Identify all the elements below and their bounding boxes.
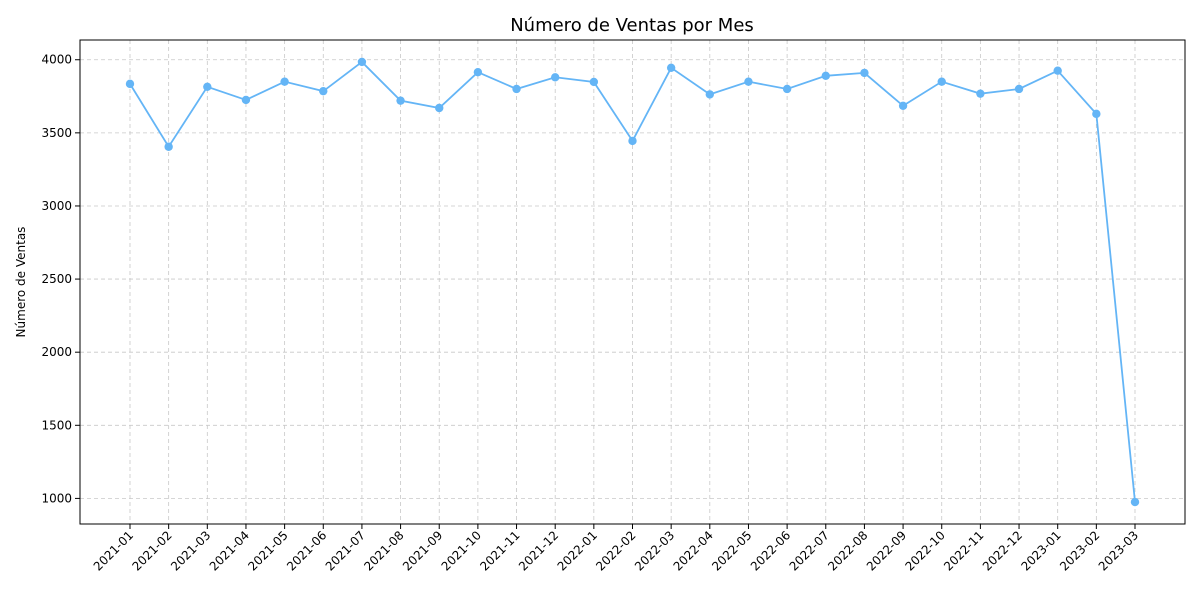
grid-layer xyxy=(80,40,1185,524)
x-tick-label: 2021-11 xyxy=(477,528,522,573)
x-tick-label: 2023-01 xyxy=(1018,528,1063,573)
data-point xyxy=(1053,66,1062,75)
y-tick-label: 1000 xyxy=(41,491,72,505)
data-point xyxy=(512,84,521,94)
data-point xyxy=(666,63,676,72)
x-tick-label: 2021-03 xyxy=(168,528,213,573)
x-tick-label: 2021-04 xyxy=(207,528,252,573)
x-tick-label: 2022-01 xyxy=(555,528,600,573)
x-tick-label: 2023-03 xyxy=(1096,528,1141,573)
x-tick-label: 2021-08 xyxy=(361,528,406,573)
chart-title: Número de Ventas por Mes xyxy=(510,15,754,36)
y-axis-label: Número de Ventas xyxy=(14,227,28,338)
data-point xyxy=(241,95,251,105)
x-axis-ticks: 2021-012021-022021-032021-042021-052021-… xyxy=(91,524,1141,574)
data-point xyxy=(589,77,599,87)
data-point xyxy=(473,67,483,77)
data-point xyxy=(821,71,830,81)
y-tick-label: 2500 xyxy=(41,272,72,286)
y-axis-ticks: 1000 1500 2000 2500 3000 3500 4000 xyxy=(41,53,80,505)
data-point xyxy=(550,73,560,82)
x-tick-label: 2022-03 xyxy=(632,528,677,573)
data-point-layer xyxy=(125,57,1140,507)
x-tick-label: 2021-10 xyxy=(439,528,484,573)
data-point xyxy=(1092,109,1101,119)
data-point xyxy=(357,57,367,67)
data-point xyxy=(628,136,637,146)
data-point xyxy=(705,90,715,99)
x-tick-label: 2022-11 xyxy=(941,528,986,573)
data-point xyxy=(280,77,289,86)
x-tick-label: 2022-09 xyxy=(864,528,909,573)
x-tick-label: 2021-12 xyxy=(516,528,561,573)
y-tick-label: 1500 xyxy=(41,418,72,432)
y-tick-label: 3500 xyxy=(41,126,72,140)
data-point xyxy=(319,86,328,96)
data-point xyxy=(782,84,792,94)
x-tick-label: 2022-05 xyxy=(709,528,754,573)
x-tick-label: 2021-06 xyxy=(284,528,329,573)
data-point xyxy=(937,77,946,86)
x-tick-label: 2023-02 xyxy=(1057,528,1102,573)
x-tick-label: 2021-07 xyxy=(323,528,368,573)
x-tick-label: 2022-08 xyxy=(825,528,870,573)
x-tick-label: 2022-07 xyxy=(787,528,832,573)
x-tick-label: 2021-02 xyxy=(129,528,174,573)
data-point xyxy=(1130,497,1140,507)
x-tick-label: 2022-04 xyxy=(671,528,716,573)
x-tick-label: 2021-05 xyxy=(245,528,290,573)
data-point xyxy=(744,77,753,86)
data-point xyxy=(396,96,405,105)
x-tick-label: 2021-01 xyxy=(91,528,136,573)
data-point xyxy=(435,103,444,113)
data-point xyxy=(898,101,908,111)
data-point xyxy=(203,82,212,91)
x-tick-label: 2022-02 xyxy=(593,528,638,573)
x-tick-label: 2022-12 xyxy=(980,528,1025,573)
data-point xyxy=(860,68,869,78)
data-point xyxy=(125,79,135,89)
y-tick-label: 2000 xyxy=(41,345,72,359)
y-tick-label: 3000 xyxy=(41,199,72,213)
x-tick-label: 2021-09 xyxy=(400,528,445,573)
data-point xyxy=(164,142,173,151)
x-tick-label: 2022-06 xyxy=(748,528,793,573)
data-point xyxy=(976,89,985,98)
x-tick-label: 2022-10 xyxy=(902,528,947,573)
data-point xyxy=(1014,84,1024,94)
y-tick-label: 4000 xyxy=(41,53,72,67)
